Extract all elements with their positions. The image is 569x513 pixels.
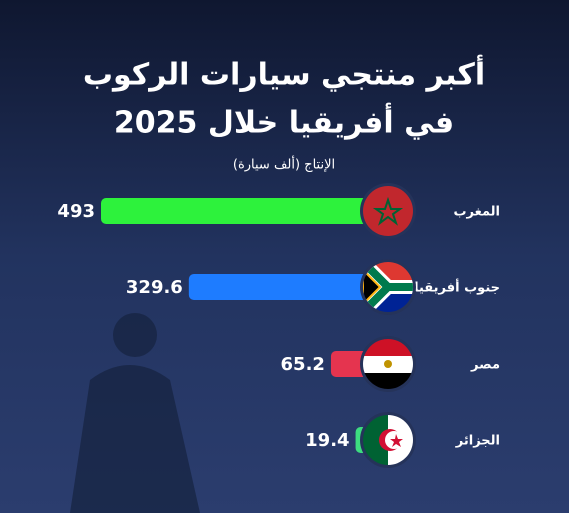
bar: [101, 198, 378, 224]
category-label: المغرب: [453, 205, 500, 220]
value-label: 329.6: [126, 277, 183, 298]
category-label: مصر: [470, 358, 500, 373]
category-label: جنوب أفريقيا: [414, 279, 500, 296]
flag-algeria: [360, 412, 416, 468]
chart-subtitle: الإنتاج (ألف سيارة): [233, 156, 335, 173]
category-label: الجزائر: [455, 434, 500, 449]
value-label: 65.2: [281, 354, 325, 375]
photo-figure: [113, 313, 157, 357]
photo-figure: [70, 365, 200, 513]
flag-egypt: [360, 336, 416, 392]
flag-south-africa: [360, 259, 416, 315]
bars: 493 المغرب 329.6 جنوب أفريقيا 65.2 مصر 19.4 الج…: [57, 198, 500, 453]
bar: [188, 274, 378, 300]
value-label: 19.4: [305, 430, 349, 451]
value-label: 493: [57, 201, 95, 222]
chart-title: أكبر منتجي سيارات الركوب: [83, 55, 485, 93]
flag-morocco: [360, 183, 416, 239]
chart-title: في أفريقيا خلال 2025: [114, 103, 454, 141]
